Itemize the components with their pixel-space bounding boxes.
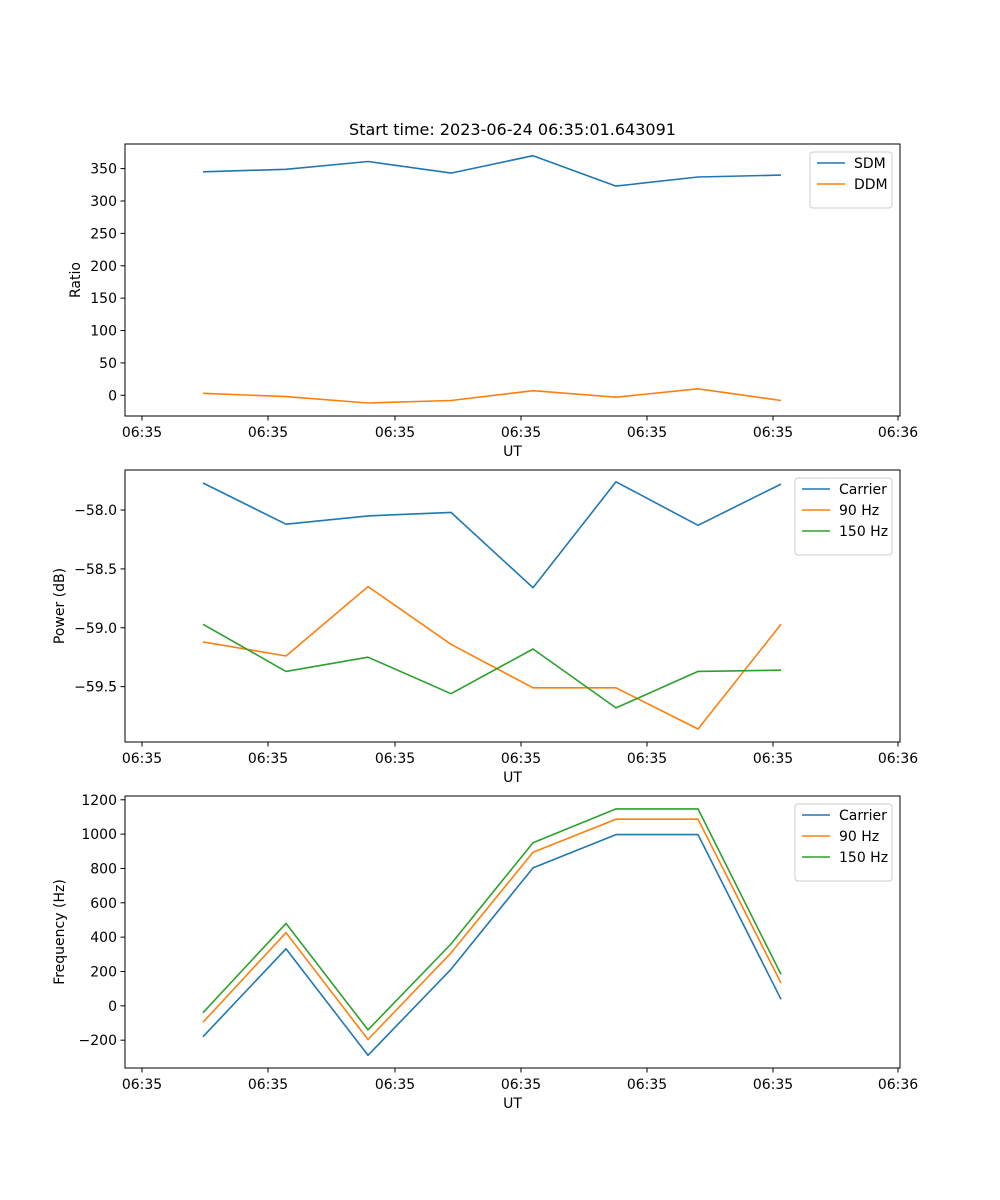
y-tick-label: 350 (90, 162, 117, 178)
subplot-3: 06:35 06:35 06:35 06:35 06:35 06:35 06:36 UT −20… (52, 793, 918, 1112)
series-line-90-hz (202, 818, 782, 1041)
legend-label: Carrier (839, 808, 887, 824)
x-tick-label: 06:35 (627, 1077, 667, 1093)
series-line-ddm (202, 387, 782, 404)
x-tick-label: 06:35 (753, 751, 793, 767)
y-tick-label: 200 (90, 964, 117, 980)
x-axis-label: UT (503, 444, 522, 460)
subplot-container: 06:35 06:35 06:35 06:35 06:35 06:35 06:36 UT 0 50… (52, 143, 918, 1112)
x-tick-label: 06:35 (248, 751, 288, 767)
x-tick-label: 06:35 (753, 1077, 793, 1093)
legend-label: 90 Hz (839, 829, 879, 845)
x-tick-label: 06:35 (753, 425, 793, 441)
figure-title: Start time: 2023-06-24 06:35:01.643091 (349, 120, 676, 139)
y-tick-label: 1000 (81, 827, 117, 843)
y-tick-label: 250 (90, 226, 117, 242)
y-tick-label: 300 (90, 194, 117, 210)
x-tick-label: 06:36 (878, 751, 918, 767)
legend-label: 90 Hz (839, 503, 879, 519)
x-tick-label: 06:36 (878, 1077, 918, 1093)
y-tick-label: −200 (79, 1033, 117, 1049)
series-line-carrier (202, 833, 782, 1057)
y-tick-label: 150 (90, 291, 117, 307)
y-tick-label: −58.0 (74, 503, 117, 519)
y-axis-label: Ratio (68, 262, 84, 298)
x-tick-label: 06:35 (122, 1077, 162, 1093)
x-tick-label: 06:35 (122, 751, 162, 767)
series-line-carrier (202, 480, 782, 589)
series-line-90-hz (202, 585, 782, 730)
subplot-2: 06:35 06:35 06:35 06:35 06:35 06:35 06:36 UT −59… (52, 469, 918, 786)
legend-label: 150 Hz (839, 524, 888, 540)
y-tick-label: 800 (90, 861, 117, 877)
legend-label: DDM (854, 177, 888, 193)
x-tick-label: 06:35 (248, 1077, 288, 1093)
x-tick-label: 06:35 (501, 1077, 541, 1093)
y-tick-label: 400 (90, 930, 117, 946)
axes-frame (124, 469, 901, 743)
subplot-1: 06:35 06:35 06:35 06:35 06:35 06:35 06:36 UT 0 50… (68, 143, 918, 460)
y-tick-label: −58.5 (74, 562, 117, 578)
x-tick-label: 06:35 (627, 751, 667, 767)
series-line-sdm (202, 154, 782, 187)
legend-box (794, 477, 893, 556)
y-axis-label: Frequency (Hz) (52, 879, 68, 985)
legend: Carrier 90 Hz 150 Hz (794, 803, 893, 882)
y-tick-label: 200 (90, 259, 117, 275)
x-tick-label: 06:35 (375, 1077, 415, 1093)
series-line-150-hz (202, 808, 782, 1031)
y-tick-label: −59.5 (74, 680, 117, 696)
y-tick-label: 50 (99, 356, 117, 372)
legend: Carrier 90 Hz 150 Hz (794, 477, 893, 556)
legend-label: SDM (854, 156, 886, 172)
x-tick-label: 06:35 (627, 425, 667, 441)
y-tick-label: −59.0 (74, 621, 117, 637)
x-tick-label: 06:35 (248, 425, 288, 441)
x-tick-label: 06:35 (375, 425, 415, 441)
x-tick-label: 06:35 (122, 425, 162, 441)
y-tick-label: 0 (108, 388, 117, 404)
x-axis-label: UT (503, 770, 522, 786)
x-axis-label: UT (503, 1096, 522, 1112)
legend-box (794, 803, 893, 882)
y-tick-label: 100 (90, 324, 117, 340)
y-axis-label: Power (dB) (52, 568, 68, 644)
y-tick-label: 1200 (81, 793, 117, 809)
series-line-150-hz (202, 623, 782, 709)
y-tick-label: 0 (108, 999, 117, 1015)
legend-box (809, 151, 893, 209)
axes-frame (124, 795, 901, 1069)
x-tick-label: 06:36 (878, 425, 918, 441)
y-tick-label: 600 (90, 896, 117, 912)
x-tick-label: 06:35 (501, 751, 541, 767)
x-tick-label: 06:35 (501, 425, 541, 441)
legend: SDM DDM (809, 151, 893, 209)
legend-label: 150 Hz (839, 850, 888, 866)
axes-frame (124, 143, 901, 417)
legend-label: Carrier (839, 482, 887, 498)
x-tick-label: 06:35 (375, 751, 415, 767)
